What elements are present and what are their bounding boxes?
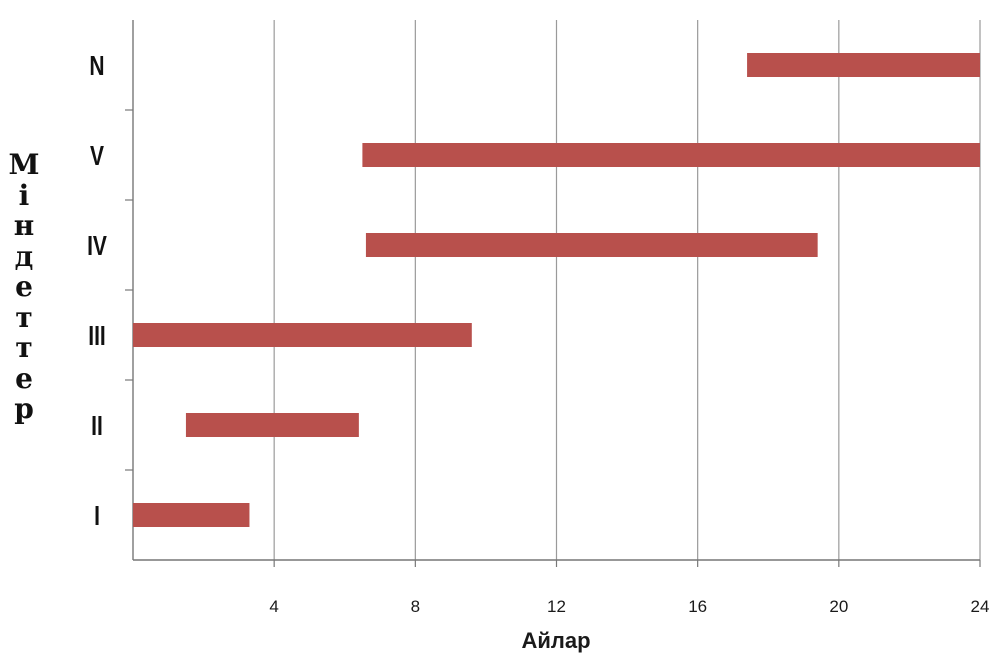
bar-N — [747, 53, 980, 77]
x-tick-labels: 4 8 12 16 20 24 — [269, 597, 989, 616]
x-tick-label: 4 — [269, 597, 278, 616]
y-axis-label-glyph: т — [15, 331, 33, 364]
y-axis-label-glyph: д — [14, 239, 34, 273]
bar-V — [362, 143, 980, 167]
y-axis-label-glyph: М — [8, 148, 40, 181]
x-tick-label: 16 — [688, 597, 707, 616]
axes — [125, 20, 980, 561]
y-axis-label-glyph: е — [15, 270, 33, 303]
x-tick-label: 8 — [411, 597, 420, 616]
x-tick-label: 20 — [829, 597, 848, 616]
category-label-II: II — [91, 411, 103, 442]
category-label-IV: IV — [87, 231, 107, 262]
bars — [133, 53, 980, 527]
bar-II — [185, 413, 359, 437]
y-axis-label-glyph: і — [18, 178, 30, 212]
bar-III — [133, 323, 472, 347]
y-axis-label-glyph: е — [15, 361, 33, 395]
category-label-III: III — [88, 321, 106, 352]
y-axis-label-glyph: р — [14, 392, 34, 425]
x-tick-label: 24 — [971, 597, 990, 616]
grid — [273, 20, 981, 567]
x-tick-label: 12 — [547, 597, 566, 616]
bar-I — [133, 503, 250, 527]
y-axis-label-glyph: н — [13, 209, 35, 242]
category-label-N: N — [89, 51, 104, 82]
category-label-V: V — [90, 141, 104, 172]
category-label-I: I — [94, 501, 100, 532]
x-axis-label: Айлар — [521, 628, 590, 653]
y-axis-label-glyph: т — [15, 300, 33, 334]
bar-IV — [365, 233, 818, 257]
